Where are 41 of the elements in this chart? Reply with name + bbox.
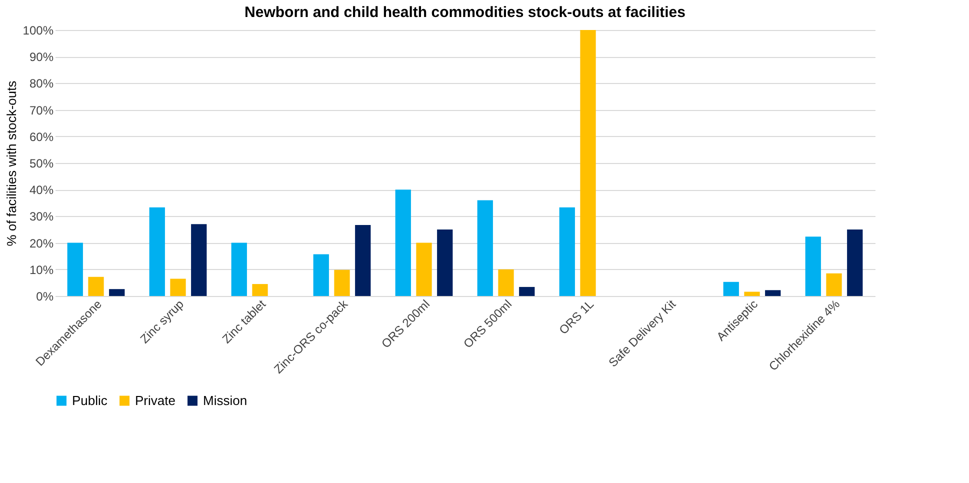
bar: [334, 270, 350, 296]
bar: [149, 207, 165, 296]
bar: [355, 224, 371, 296]
bar: [826, 273, 842, 296]
bar: [109, 289, 125, 296]
bar: [67, 242, 83, 296]
legend-label: Public: [72, 392, 108, 408]
y-tick-label: 0%: [36, 290, 54, 304]
bar: [519, 286, 535, 296]
chart-title: Newborn and child health commodities stock-outs at facilities: [244, 4, 686, 21]
bar: [580, 30, 596, 296]
bar: [252, 284, 268, 296]
bar: [88, 276, 104, 296]
bar: [805, 236, 821, 296]
bar: [437, 230, 453, 296]
bar: [231, 242, 247, 296]
y-tick-label: 70%: [29, 103, 54, 118]
bar: [416, 242, 432, 296]
bar: [744, 292, 760, 296]
bar: [559, 207, 575, 296]
bar: [765, 290, 781, 296]
y-tick-label: 90%: [29, 50, 54, 64]
legend-label: Mission: [203, 392, 248, 408]
bar: [477, 200, 493, 296]
y-axis-title: % of facilities with stock-outs: [4, 80, 19, 246]
y-tick-label: 100%: [22, 24, 54, 38]
y-tick-label: 40%: [29, 183, 54, 198]
bar: [723, 282, 739, 296]
bar: [170, 278, 186, 296]
y-tick-label: 20%: [29, 236, 54, 250]
bar: [847, 230, 863, 296]
bar: [191, 224, 207, 296]
y-tick-label: 80%: [29, 76, 54, 91]
bar: [395, 190, 411, 296]
legend-label: Private: [135, 392, 176, 408]
bar: [498, 269, 514, 296]
y-tick-label: 30%: [29, 210, 54, 224]
y-tick-label: 60%: [29, 130, 54, 144]
y-tick-label: 50%: [29, 156, 54, 170]
bar: [313, 254, 329, 296]
y-tick-label: 10%: [29, 262, 54, 277]
